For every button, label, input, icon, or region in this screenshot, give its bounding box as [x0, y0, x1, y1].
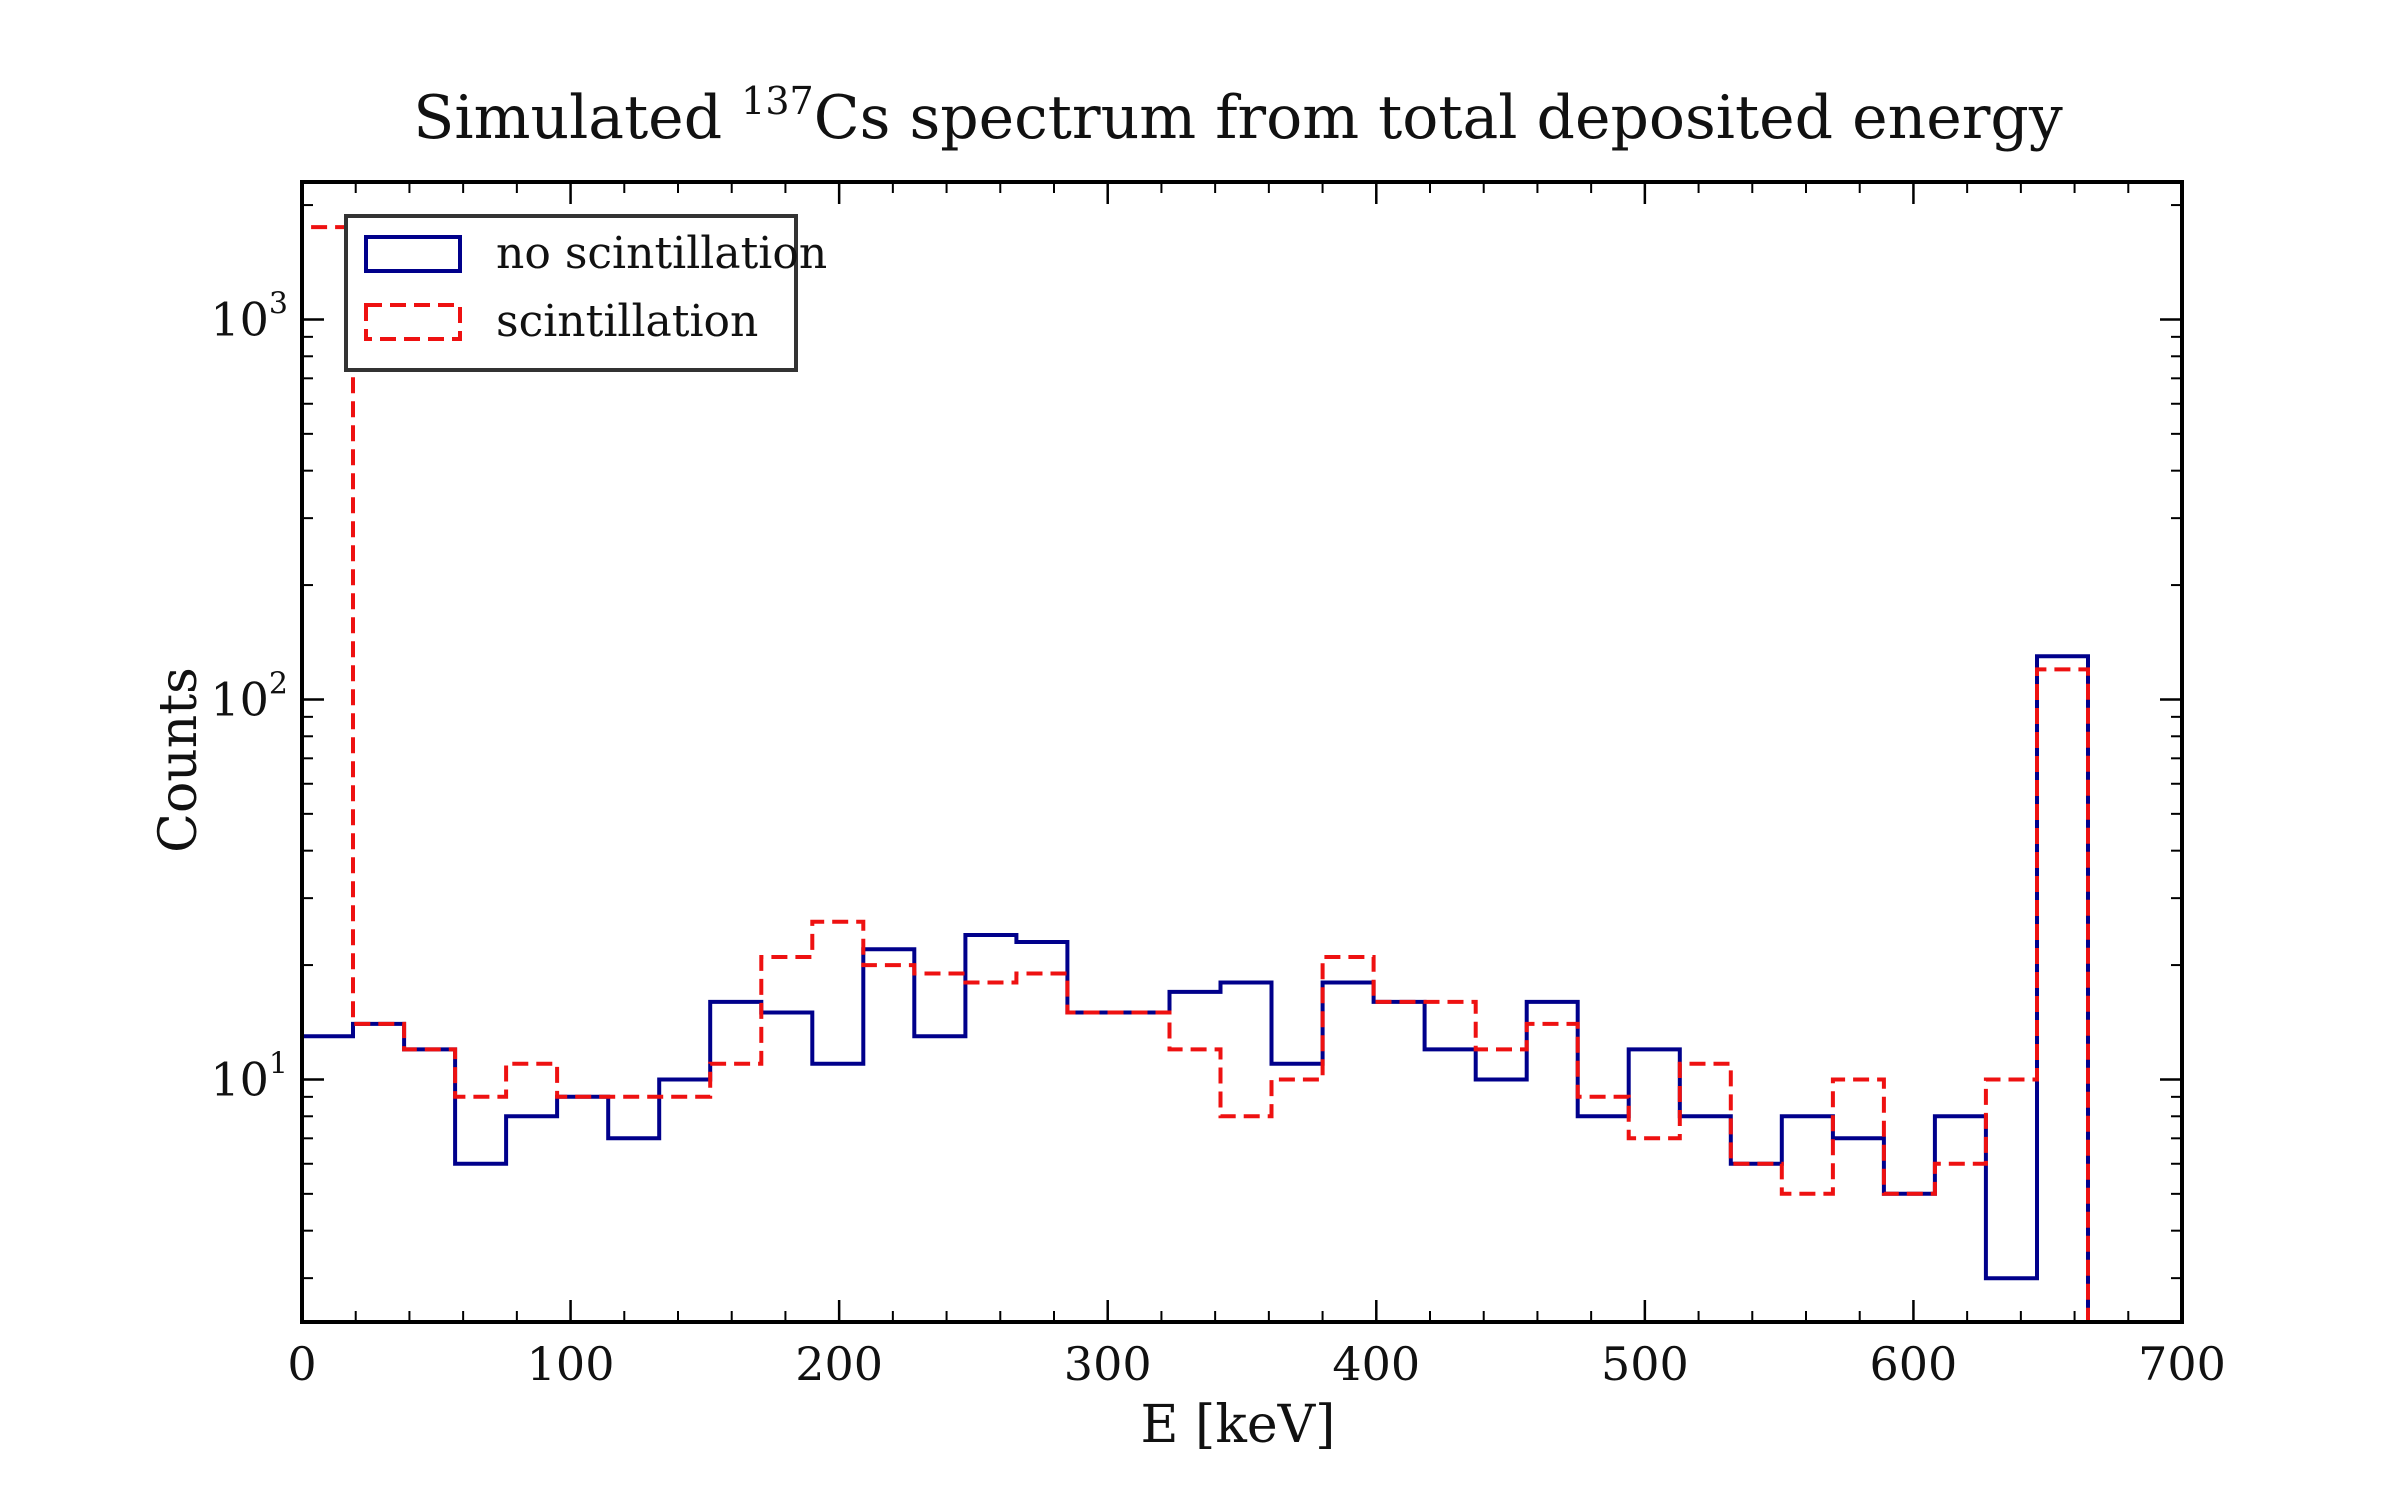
- bin-scintillation-8: [710, 1064, 761, 1322]
- bin-scintillation-29: [1782, 1194, 1833, 1322]
- y-tick-label: 101: [210, 1046, 288, 1106]
- x-tick-label: 600: [1870, 1337, 1958, 1391]
- bin-scintillation-3: [455, 1097, 506, 1322]
- x-tick-label: 500: [1601, 1337, 1689, 1391]
- chart-title-isotope-mass: 137: [741, 79, 814, 123]
- bin-scintillation-30: [1833, 1080, 1884, 1323]
- bin-scintillation-31: [1884, 1194, 1935, 1322]
- bin-scintillation-15: [1067, 1013, 1118, 1323]
- legend-swatch-scintillation: [364, 303, 462, 341]
- bin-scintillation-32: [1935, 1164, 1986, 1322]
- legend-swatch-no-scintillation: [364, 235, 462, 273]
- y-axis-label: Counts: [149, 667, 209, 853]
- bin-scintillation-27: [1680, 1064, 1731, 1322]
- bin-scintillation-5: [557, 1097, 608, 1322]
- legend-label-no-scintillation: no scintillation: [496, 228, 827, 279]
- chart-title: Simulated 137Cs spectrum from total depo…: [413, 79, 2063, 153]
- bin-scintillation-2: [404, 1049, 455, 1322]
- bin-scintillation-20: [1323, 957, 1374, 1322]
- series-scintillation: [300, 225, 2090, 1323]
- chart-title-prefix: Simulated: [413, 83, 741, 153]
- bin-scintillation-10: [812, 922, 863, 1322]
- x-tick-label: 0: [287, 1337, 316, 1391]
- x-tick-label: 300: [1064, 1337, 1152, 1391]
- bin-scintillation-4: [506, 1064, 557, 1322]
- legend: no scintillation scintillation: [344, 214, 827, 372]
- legend-label-scintillation: scintillation: [496, 296, 758, 347]
- histogram-line-scintillation: [300, 225, 2090, 1322]
- bin-scintillation-25: [1578, 1097, 1629, 1322]
- bin-scintillation-1: [353, 1024, 404, 1322]
- bin-scintillation-26: [1629, 1138, 1680, 1322]
- bin-scintillation-13: [965, 983, 1016, 1323]
- bin-scintillation-18: [1221, 1116, 1272, 1322]
- y-tick-label: 102: [210, 666, 288, 726]
- plot-frame: [300, 180, 2184, 1324]
- bin-scintillation-21: [1374, 1002, 1425, 1322]
- bin-scintillation-17: [1170, 1049, 1221, 1322]
- y-tick-label: 103: [210, 286, 288, 346]
- x-axis-label: E [keV]: [1141, 1395, 1336, 1455]
- x-tick-label: 700: [2138, 1337, 2226, 1391]
- bin-scintillation-22: [1425, 1002, 1476, 1322]
- x-tick-label: 200: [795, 1337, 883, 1391]
- bin-scintillation-19: [1272, 1080, 1323, 1323]
- y-tick-labels: 101 102 103: [210, 286, 288, 1106]
- chart-title-suffix: Cs spectrum from total deposited energy: [814, 83, 2063, 153]
- bin-scintillation-11: [863, 965, 914, 1322]
- bin-scintillation-7: [659, 1097, 710, 1322]
- bin-scintillation-16: [1119, 1013, 1170, 1323]
- bin-scintillation-9: [761, 957, 812, 1322]
- x-tick-label: 400: [1332, 1337, 1420, 1391]
- bin-scintillation-24: [1527, 1024, 1578, 1322]
- bin-scintillation-0: [302, 227, 353, 1322]
- histogram-series: [300, 225, 2090, 1323]
- bin-scintillation-14: [1016, 974, 1067, 1323]
- bin-scintillation-28: [1731, 1164, 1782, 1322]
- bin-scintillation-23: [1476, 1049, 1527, 1322]
- bin-scintillation-12: [914, 974, 965, 1323]
- legend-box: [344, 214, 798, 372]
- bin-scintillation-34: [2037, 669, 2088, 1322]
- bin-scintillation-33: [1986, 1080, 2037, 1323]
- x-tick-labels: 0 100 200 300 400 500 600 700: [287, 1337, 2226, 1391]
- bin-scintillation-6: [608, 1097, 659, 1322]
- x-tick-label: 100: [527, 1337, 615, 1391]
